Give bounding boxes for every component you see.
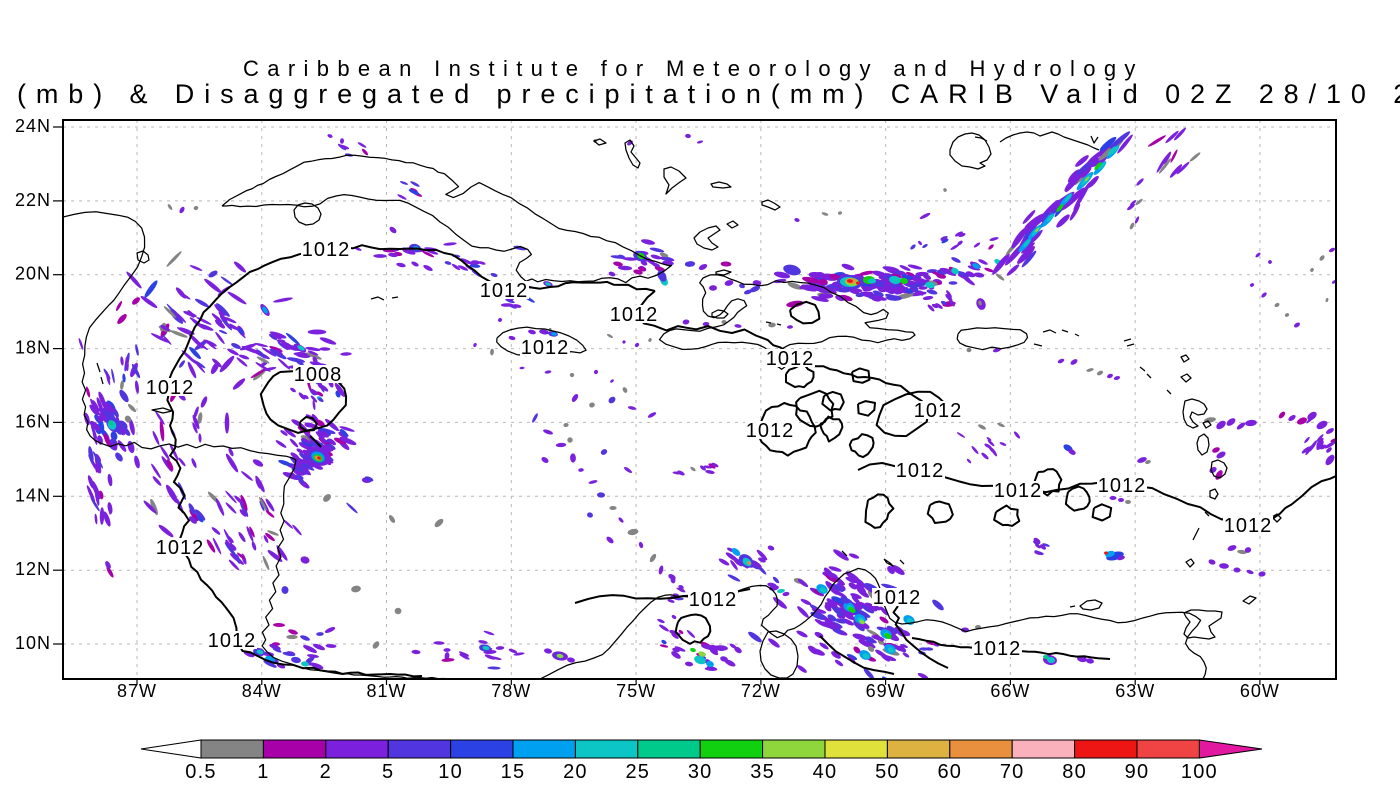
svg-text:1012: 1012	[302, 239, 351, 261]
svg-text:1012: 1012	[746, 420, 795, 442]
svg-text:18N: 18N	[15, 338, 51, 358]
svg-text:60W: 60W	[1240, 681, 1280, 701]
svg-text:75W: 75W	[616, 681, 656, 701]
svg-text:35: 35	[750, 761, 775, 783]
svg-text:80: 80	[1062, 761, 1087, 783]
svg-text:15: 15	[501, 761, 526, 783]
svg-text:40: 40	[813, 761, 838, 783]
svg-text:22N: 22N	[15, 190, 51, 210]
svg-text:1008: 1008	[294, 364, 343, 386]
svg-text:50: 50	[875, 761, 900, 783]
svg-text:10N: 10N	[15, 633, 51, 653]
svg-text:20N: 20N	[15, 264, 51, 284]
svg-text:1012: 1012	[766, 348, 815, 370]
svg-text:84W: 84W	[242, 681, 282, 701]
svg-text:70: 70	[1000, 761, 1025, 783]
svg-text:1012: 1012	[914, 400, 963, 422]
svg-text:20: 20	[563, 761, 588, 783]
svg-text:1012: 1012	[521, 337, 570, 359]
svg-text:10: 10	[438, 761, 463, 783]
svg-text:66W: 66W	[990, 681, 1030, 701]
svg-text:(mb) & Disaggregated precipita: (mb) & Disaggregated precipitation(mm) C…	[17, 79, 1400, 109]
svg-text:1012: 1012	[1098, 475, 1147, 497]
svg-text:12N: 12N	[15, 559, 51, 579]
svg-text:1: 1	[257, 761, 269, 783]
svg-text:100: 100	[1181, 761, 1218, 783]
svg-text:69W: 69W	[866, 681, 906, 701]
svg-text:2: 2	[320, 761, 332, 783]
svg-text:1012: 1012	[896, 460, 945, 482]
svg-text:30: 30	[688, 761, 713, 783]
svg-text:87W: 87W	[117, 681, 157, 701]
svg-text:14N: 14N	[15, 485, 51, 505]
svg-text:Caribbean Institute for Meteor: Caribbean Institute for Meteorology and …	[243, 56, 1144, 81]
svg-text:0.5: 0.5	[185, 761, 216, 783]
svg-text:5: 5	[382, 761, 394, 783]
svg-text:1012: 1012	[610, 304, 659, 326]
svg-text:16N: 16N	[15, 411, 51, 431]
svg-text:60: 60	[937, 761, 962, 783]
svg-text:90: 90	[1125, 761, 1150, 783]
svg-text:1012: 1012	[973, 638, 1022, 660]
svg-text:1012: 1012	[873, 587, 922, 609]
svg-text:78W: 78W	[491, 681, 531, 701]
svg-text:63W: 63W	[1115, 681, 1155, 701]
svg-text:1012: 1012	[156, 537, 205, 559]
svg-text:72W: 72W	[741, 681, 781, 701]
svg-text:1012: 1012	[146, 377, 195, 399]
svg-text:25: 25	[625, 761, 650, 783]
svg-text:1012: 1012	[994, 480, 1043, 502]
svg-text:81W: 81W	[366, 681, 406, 701]
svg-text:1012: 1012	[208, 630, 257, 652]
svg-text:24N: 24N	[15, 116, 51, 136]
svg-text:1012: 1012	[480, 280, 529, 302]
svg-text:1012: 1012	[689, 589, 738, 611]
svg-text:1012: 1012	[1224, 515, 1273, 537]
